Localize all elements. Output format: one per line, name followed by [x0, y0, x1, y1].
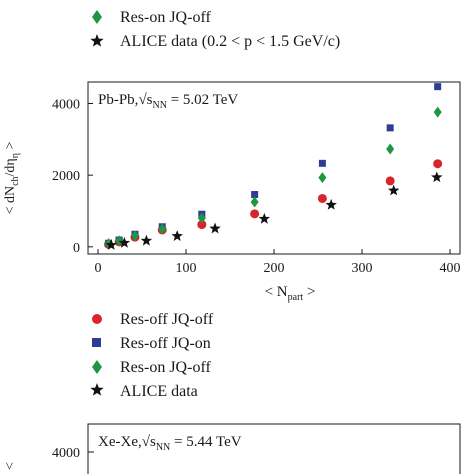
- top-legend-label: Res-on JQ-off: [120, 9, 211, 26]
- circle-marker-icon: [92, 314, 102, 324]
- star-marker-icon: [90, 34, 104, 47]
- legend-label: Res-off JQ-on: [120, 335, 211, 352]
- x-axis-label: < Npart >: [265, 284, 316, 303]
- data-point: [209, 222, 221, 234]
- system-label-2: Xe-Xe,√sNN = 5.44 TeV: [98, 434, 242, 453]
- data-point: [317, 193, 327, 203]
- legend-label: Res-off JQ-off: [120, 311, 214, 328]
- data-point: [130, 230, 139, 242]
- y-tick-label: 0: [73, 241, 80, 256]
- data-point: [250, 209, 260, 219]
- data-point: [387, 184, 400, 196]
- data-point: [118, 236, 131, 248]
- x-tick-label: 0: [95, 261, 102, 276]
- panel-1: < dNch/dηη > Pb-Pb,√sNN = 5.02 TeV 0 100 2…: [3, 81, 461, 303]
- legend-label: ALICE data: [120, 383, 198, 400]
- legend-item-res-on-jq-off: Res-on JQ-off: [92, 359, 211, 376]
- series-res-off-jq-off: [104, 159, 443, 249]
- data-point: [433, 159, 443, 169]
- y-axis-label-2-fragment: <: [3, 462, 18, 470]
- top-legend: Res-on JQ-off ALICE data (0.2 < p < 1.5 …: [90, 9, 340, 50]
- x-tick-label: 400: [440, 261, 461, 276]
- data-point: [115, 235, 124, 247]
- star-marker-icon: [90, 383, 104, 396]
- x-tick-label: 300: [352, 261, 373, 276]
- data-point: [433, 106, 442, 118]
- diamond-marker-icon: [92, 360, 102, 374]
- legend-label: Res-on JQ-off: [120, 359, 211, 376]
- y-tick-label-2: 4000: [52, 446, 80, 461]
- data-point: [386, 143, 395, 155]
- data-point: [171, 230, 183, 241]
- data-point: [197, 212, 206, 224]
- y-tick-label: 4000: [52, 98, 80, 113]
- data-point: [258, 212, 271, 224]
- data-point: [385, 176, 395, 186]
- legend-item-res-off-jq-on: Res-off JQ-on: [92, 335, 211, 352]
- data-point: [158, 223, 167, 235]
- top-legend-item-alice: ALICE data (0.2 < p < 1.5 GeV/c): [90, 33, 340, 50]
- system-label: Pb-Pb,√sNN = 5.02 TeV: [98, 92, 238, 111]
- x-tick-label: 100: [176, 261, 197, 276]
- data-point: [431, 171, 443, 183]
- top-legend-label: ALICE data (0.2 < p < 1.5 GeV/c): [120, 33, 340, 50]
- data-point: [318, 159, 326, 167]
- top-legend-item-res-on-jq-off: Res-on JQ-off: [92, 9, 211, 26]
- data-point: [250, 196, 259, 208]
- legend-item-res-off-jq-off: Res-off JQ-off: [92, 311, 214, 328]
- diamond-marker-icon: [92, 10, 102, 24]
- data-point: [197, 220, 207, 230]
- legend-item-alice: ALICE data: [90, 383, 198, 400]
- data-point: [140, 234, 153, 246]
- data-point: [386, 124, 394, 132]
- data-point: [318, 172, 327, 184]
- data-marks: [104, 83, 443, 250]
- data-point: [251, 191, 259, 199]
- x-tick-label: 200: [264, 261, 285, 276]
- panel-2: Xe-Xe,√sNN = 5.44 TeV 4000 <: [3, 423, 461, 474]
- data-point: [434, 83, 442, 91]
- y-axis-label: < dNch/dηη >: [3, 141, 21, 214]
- square-marker-icon: [92, 338, 101, 347]
- data-point: [105, 239, 117, 250]
- plot-frame-2: [87, 423, 461, 474]
- series-alice-data: [105, 171, 443, 250]
- data-point: [325, 198, 337, 210]
- legend-2: Res-off JQ-off Res-off JQ-on Res-on JQ-o…: [90, 311, 214, 400]
- y-tick-label: 2000: [52, 169, 80, 184]
